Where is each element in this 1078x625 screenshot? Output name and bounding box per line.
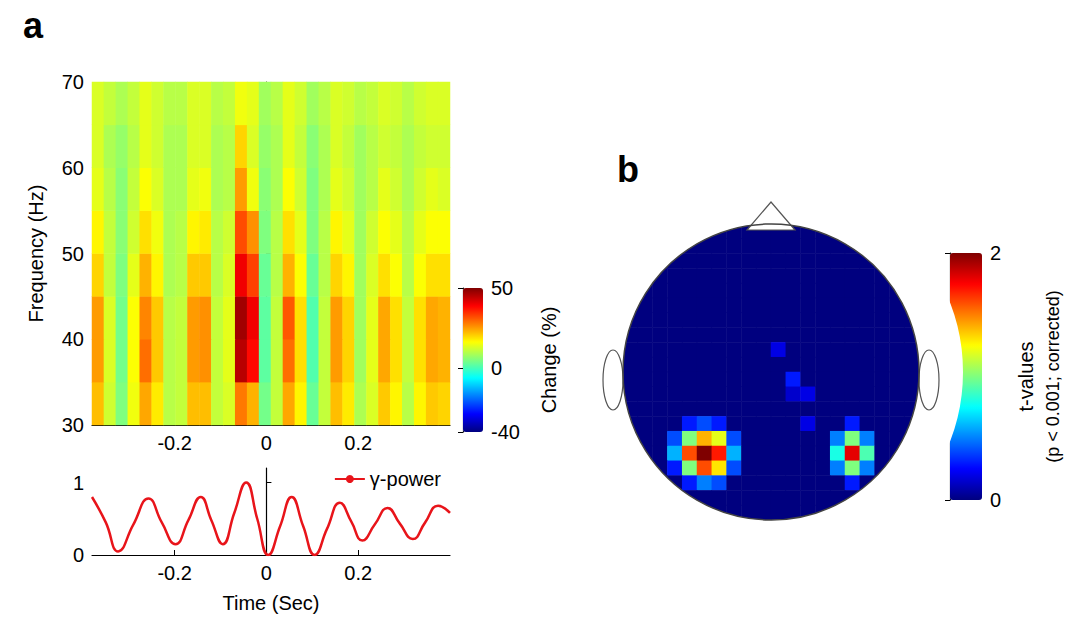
svg-text:30: 30 bbox=[62, 414, 84, 436]
svg-text:0: 0 bbox=[261, 562, 272, 584]
svg-text:0.2: 0.2 bbox=[344, 562, 372, 584]
svg-text:50: 50 bbox=[491, 277, 513, 299]
svg-text:0: 0 bbox=[261, 432, 272, 454]
svg-text:b: b bbox=[617, 149, 639, 190]
svg-text:0.2: 0.2 bbox=[344, 432, 372, 454]
svg-text:Frequency (Hz): Frequency (Hz) bbox=[25, 185, 47, 323]
svg-text:Change (%): Change (%) bbox=[538, 307, 560, 414]
svg-text:Time (Sec): Time (Sec) bbox=[222, 592, 319, 614]
svg-text:50: 50 bbox=[62, 243, 84, 265]
svg-text:0: 0 bbox=[491, 357, 502, 379]
svg-text:0: 0 bbox=[990, 489, 1001, 511]
svg-text:-0.2: -0.2 bbox=[157, 432, 191, 454]
svg-text:70: 70 bbox=[62, 71, 84, 93]
svg-text:1: 1 bbox=[73, 472, 84, 494]
svg-text:2: 2 bbox=[990, 242, 1001, 264]
svg-text:60: 60 bbox=[62, 157, 84, 179]
svg-text:(p < 0.001; corrected): (p < 0.001; corrected) bbox=[1043, 290, 1063, 463]
svg-text:0: 0 bbox=[73, 544, 84, 566]
svg-text:40: 40 bbox=[62, 328, 84, 350]
svg-text:t-values: t-values bbox=[1015, 341, 1037, 411]
svg-text:-40: -40 bbox=[491, 421, 520, 443]
svg-text:a: a bbox=[23, 5, 44, 46]
svg-text:-0.2: -0.2 bbox=[157, 562, 191, 584]
svg-text:γ-power: γ-power bbox=[370, 468, 441, 490]
